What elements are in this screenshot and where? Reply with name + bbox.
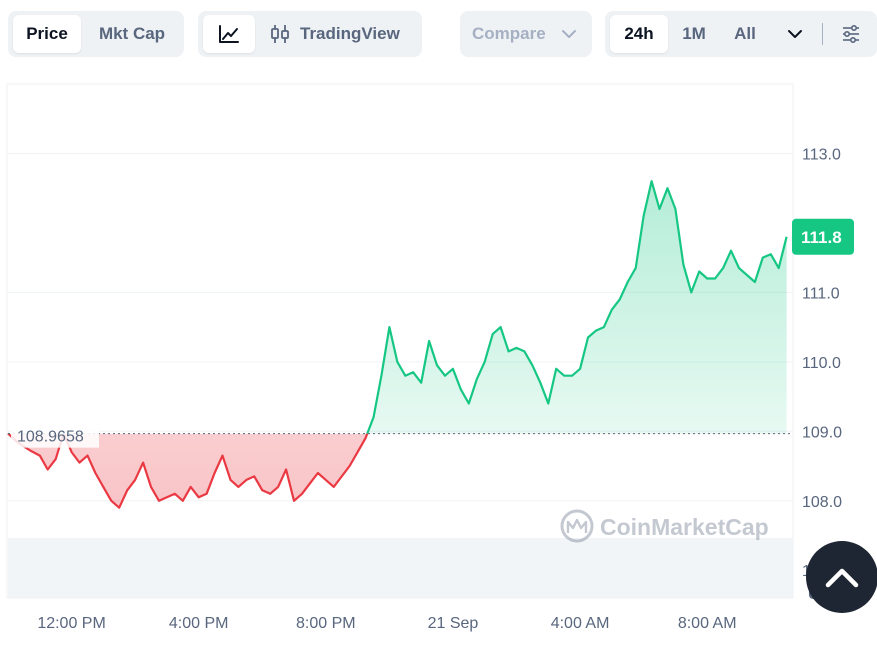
price-line-down	[7, 433, 369, 509]
y-tick-label: 113.0	[802, 146, 841, 163]
x-tick-label: 4:00 PM	[169, 615, 229, 632]
current-price-tag: 111.8	[792, 218, 854, 255]
chevron-up-icon	[825, 568, 859, 588]
watermark-text: CoinMarketCap	[600, 514, 769, 540]
compare-label: Compare	[472, 24, 546, 43]
y-tick-label: 108.0	[802, 494, 842, 511]
x-tick-label: 21 Sep	[428, 615, 479, 632]
tradingview-label: TradingView	[300, 24, 400, 43]
tradingview-button[interactable]: TradingView	[262, 15, 412, 53]
range-1m[interactable]: 1M	[682, 24, 706, 43]
compare-dropdown[interactable]: Compare	[460, 11, 592, 57]
y-tick-label: 110.0	[802, 355, 841, 372]
x-tick-label: 12:00 PM	[37, 615, 105, 632]
chart-mode-toggle: TradingView	[198, 11, 422, 57]
area-below-reference	[8, 433, 787, 508]
chevron-down-icon	[788, 30, 802, 38]
x-tick-label: 8:00 PM	[296, 615, 356, 632]
x-tick-label: 8:00 AM	[678, 615, 737, 632]
tab-price[interactable]: Price	[13, 15, 81, 53]
y-tick-label: 109.0	[802, 424, 842, 441]
coinmarketcap-watermark: CoinMarketCap	[560, 509, 769, 543]
line-chart-button[interactable]	[203, 15, 255, 53]
line-chart-icon	[219, 25, 239, 43]
reference-value-tag: 108.9658	[11, 423, 99, 448]
chevron-down-icon	[562, 30, 576, 38]
candlestick-icon	[271, 25, 289, 43]
view-toggle: Price Mkt Cap	[8, 11, 184, 57]
range-24h[interactable]: 24h	[610, 15, 668, 53]
x-tick-label: 4:00 AM	[551, 615, 610, 632]
coinmarketcap-logo-icon	[560, 509, 594, 543]
scroll-to-top-button[interactable]	[806, 541, 877, 613]
price-line-up	[7, 180, 788, 434]
sliders-icon	[843, 24, 859, 44]
range-all[interactable]: All	[734, 24, 756, 43]
range-toggle: 24h 1M All	[605, 11, 877, 57]
reference-value-label: 108.9658	[17, 429, 84, 446]
chart-settings-button[interactable]	[833, 15, 869, 53]
volume-bars	[8, 538, 793, 598]
current-price-label: 111.8	[801, 228, 842, 247]
tab-mkt-cap[interactable]: Mkt Cap	[98, 24, 166, 43]
y-tick-label: 111.0	[802, 285, 840, 302]
toolbar-divider	[822, 23, 823, 45]
range-more-button[interactable]	[777, 15, 813, 53]
area-above-reference	[8, 181, 787, 434]
